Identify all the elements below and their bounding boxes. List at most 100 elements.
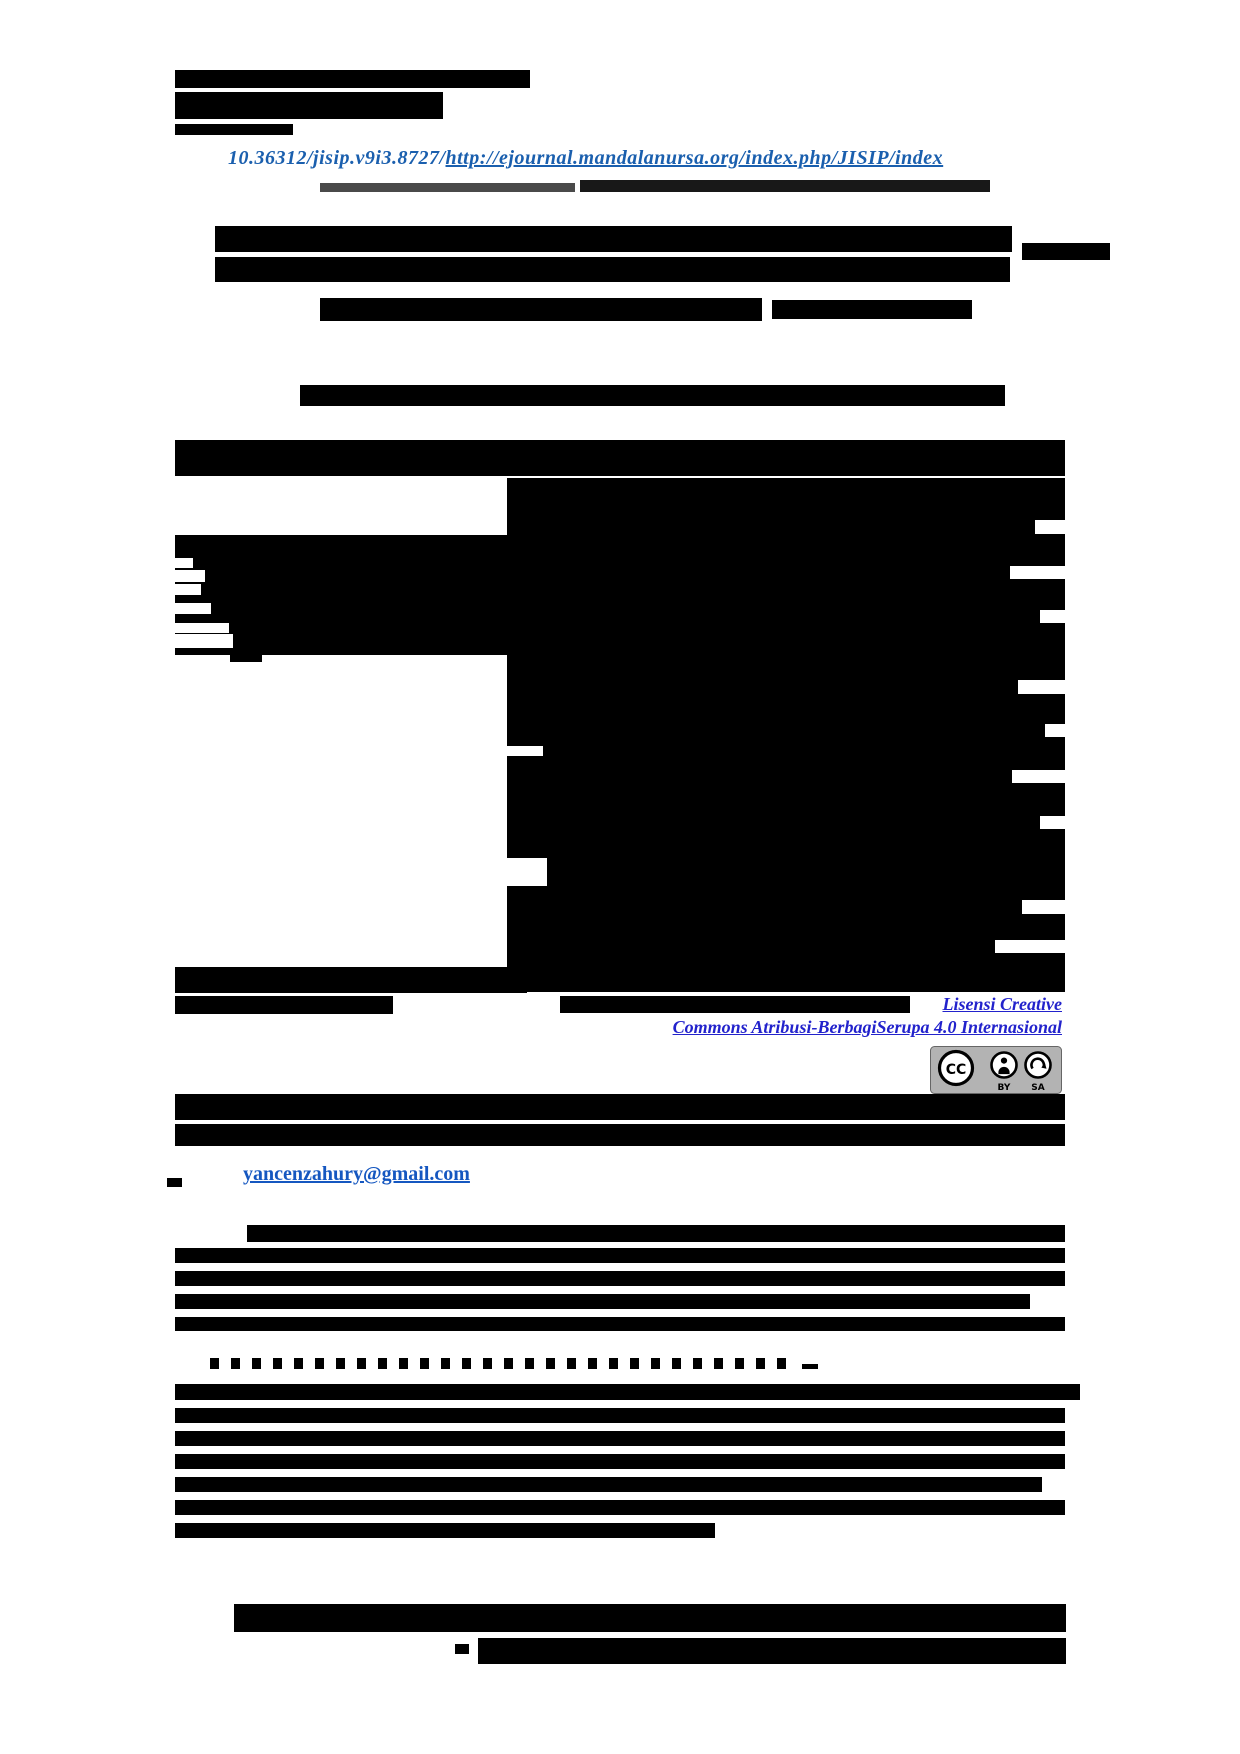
page-whitespace	[507, 858, 547, 886]
corresponding-email-link[interactable]: yancenzahury@gmail.com	[243, 1163, 470, 1185]
page-whitespace	[995, 940, 1065, 953]
sa-arrowhead	[1041, 1063, 1047, 1069]
redacted-article-info-block	[230, 650, 262, 662]
redacted-abstract-column	[507, 478, 1065, 992]
page-whitespace	[175, 603, 211, 614]
page-whitespace	[1018, 680, 1065, 694]
page-whitespace	[175, 634, 233, 648]
redacted-paragraph-line	[175, 1124, 1065, 1146]
redacted-dot	[504, 1358, 513, 1369]
redacted-article-title-line	[215, 257, 1010, 282]
redacted-footnote-dash	[167, 1178, 182, 1187]
page-whitespace	[175, 584, 201, 595]
cc-license-link[interactable]: Commons Atribusi-BerbagiSerupa 4.0 Inter…	[672, 1017, 1062, 1037]
redacted-paragraph-line	[175, 1094, 1065, 1120]
by-person-head	[1000, 1057, 1008, 1064]
redacted-body-line	[175, 1408, 1065, 1423]
doi-prefix: 10.36312/jisip.v9i3.8727/	[228, 147, 446, 169]
redacted-dot-dash	[802, 1364, 818, 1369]
redacted-authors-line	[320, 298, 762, 321]
redacted-footer-fragment	[455, 1644, 469, 1654]
redacted-dot	[357, 1358, 366, 1369]
redacted-footer-line	[234, 1604, 1066, 1632]
page-whitespace	[175, 558, 193, 568]
doi-line: 10.36312/jisip.v9i3.8727/http://ejournal…	[228, 147, 943, 170]
redacted-dot	[399, 1358, 408, 1369]
page-whitespace	[1040, 816, 1065, 829]
redacted-dot	[672, 1358, 681, 1369]
sa-icon	[1024, 1051, 1052, 1079]
cc-license-link[interactable]: Lisensi Creative	[942, 994, 1063, 1014]
cc-icon-label: CC	[946, 1062, 967, 1078]
page-whitespace	[175, 570, 205, 582]
redacted-dot	[714, 1358, 723, 1369]
by-person-body	[998, 1066, 1010, 1075]
redacted-body-line	[175, 1248, 1065, 1263]
page-whitespace	[175, 623, 229, 633]
cc-icon	[937, 1049, 975, 1087]
redacted-dot	[315, 1358, 324, 1369]
redacted-keywords-block	[175, 996, 393, 1014]
redacted-dot	[609, 1358, 618, 1369]
redacted-dot	[252, 1358, 261, 1369]
redacted-dot	[378, 1358, 387, 1369]
corresponding-email-line: yancenzahury@gmail.com	[243, 1163, 470, 1186]
by-label: BY	[998, 1083, 1011, 1093]
page-whitespace	[1045, 724, 1065, 737]
license-link-line1: Lisensi Creative	[943, 994, 1063, 1015]
redacted-dot	[441, 1358, 450, 1369]
sa-label: SA	[1031, 1083, 1044, 1093]
redacted-body-line	[175, 1477, 1042, 1492]
redacted-article-title-line	[215, 226, 1012, 252]
by-icon	[990, 1051, 1018, 1079]
redacted-dot	[231, 1358, 240, 1369]
redacted-body-line	[175, 1454, 1065, 1469]
sa-arrow	[1030, 1057, 1046, 1070]
redacted-dot	[588, 1358, 597, 1369]
redacted-dot	[525, 1358, 534, 1369]
page-whitespace	[1010, 566, 1065, 579]
redacted-keywords-block	[175, 967, 527, 993]
redacted-dot	[756, 1358, 765, 1369]
redacted-dot	[546, 1358, 555, 1369]
cc-by-sa-badge[interactable]: CC BY SA	[930, 1046, 1062, 1094]
redacted-body-line	[175, 1431, 1065, 1446]
redacted-body-line	[175, 1523, 715, 1538]
page-whitespace	[507, 746, 543, 756]
redacted-title-superscript	[1022, 243, 1110, 260]
redacted-dot	[693, 1358, 702, 1369]
redacted-authors-line	[772, 300, 972, 319]
redacted-dot	[630, 1358, 639, 1369]
page-whitespace	[1035, 520, 1065, 534]
redacted-license-sentence	[560, 996, 910, 1013]
redacted-body-line	[175, 1384, 1080, 1400]
redacted-dot	[273, 1358, 282, 1369]
doi-link[interactable]: 10.36312/jisip.v9i3.8727/http://ejournal…	[228, 147, 943, 169]
redacted-dot	[567, 1358, 576, 1369]
license-link-line2: Commons Atribusi-BerbagiSerupa 4.0 Inter…	[673, 1017, 1062, 1038]
redacted-body-line	[175, 1271, 1065, 1286]
redacted-dot	[462, 1358, 471, 1369]
redacted-affiliation-line	[300, 385, 1005, 406]
journal-url-link[interactable]: http://ejournal.mandalanursa.org/index.p…	[445, 147, 944, 169]
redacted-dot	[336, 1358, 345, 1369]
redacted-dot	[294, 1358, 303, 1369]
redacted-body-line	[175, 1500, 1065, 1515]
redacted-journal-name-line	[175, 92, 443, 119]
redacted-footer-line	[478, 1638, 1066, 1664]
redacted-issn-line	[175, 124, 293, 135]
redacted-body-line	[247, 1225, 1065, 1242]
redacted-body-line	[175, 1294, 1030, 1309]
redacted-article-info-block	[175, 535, 530, 655]
redacted-affiliation-line	[175, 440, 1065, 476]
redacted-dot	[651, 1358, 660, 1369]
redacted-dot	[420, 1358, 429, 1369]
redacted-body-line	[175, 1317, 1065, 1331]
redacted-issue-info	[320, 183, 575, 192]
page-whitespace	[1012, 770, 1065, 783]
page-whitespace	[1022, 900, 1065, 914]
redacted-dot	[210, 1358, 219, 1369]
redacted-dot	[777, 1358, 786, 1369]
page-whitespace	[1040, 610, 1065, 623]
